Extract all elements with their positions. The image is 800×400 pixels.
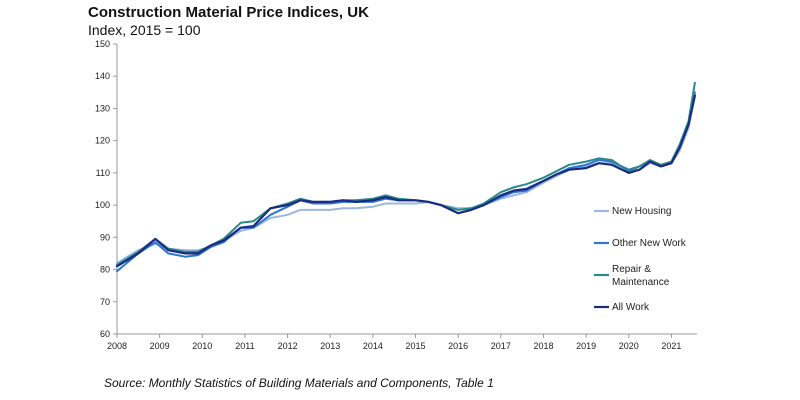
y-tick-label: 150 <box>95 39 110 49</box>
y-tick-label: 60 <box>100 329 110 339</box>
x-tick-label: 2021 <box>661 341 681 351</box>
y-tick-label: 100 <box>95 200 110 210</box>
chart-series-lines <box>115 81 697 273</box>
legend-label-repair-maintenance: Maintenance <box>612 277 670 288</box>
legend-label-repair-maintenance: Repair & <box>612 264 651 275</box>
x-tick-label: 2016 <box>448 341 468 351</box>
chart-subtitle: Index, 2015 = 100 <box>88 22 201 38</box>
chart-axes: 60 70 80 90 100 110 120 130 140 150 2008 2009 2010 20… <box>95 39 697 351</box>
x-tick-label: 2020 <box>619 341 639 351</box>
x-tick-label: 2018 <box>533 341 553 351</box>
chart-source-note: Source: Monthly Statistics of Building M… <box>104 376 494 390</box>
series-line-new-housing <box>116 94 696 265</box>
x-tick-label: 2012 <box>278 341 298 351</box>
y-tick-label: 130 <box>95 103 110 113</box>
x-tick-label: 2017 <box>491 341 511 351</box>
y-tick-label: 110 <box>96 168 110 178</box>
x-tick-label: 2009 <box>150 341 170 351</box>
y-tick-label: 80 <box>100 265 110 275</box>
y-tick-label: 120 <box>95 136 110 146</box>
y-tick-label: 90 <box>100 232 110 242</box>
legend-label-all-work: All Work <box>612 302 650 313</box>
chart-title: Construction Material Price Indices, UK <box>88 4 369 21</box>
series-line-other-new-work <box>116 91 696 273</box>
series-line-repair-maintenance <box>116 81 696 266</box>
legend-label-new-housing: New Housing <box>612 206 671 217</box>
series-line-all-work <box>115 94 697 268</box>
y-tick-label: 70 <box>100 297 110 307</box>
chart-legend: New Housing Other New Work Repair & Mainten… <box>594 206 687 313</box>
x-tick-label: 2015 <box>406 341 426 351</box>
x-tick-label: 2010 <box>192 341 212 351</box>
y-tick-label: 140 <box>95 71 110 81</box>
legend-label-other-new-work: Other New Work <box>612 238 687 249</box>
x-tick-label: 2019 <box>576 341 596 351</box>
x-tick-label: 2008 <box>107 341 127 351</box>
x-tick-label: 2014 <box>363 341 383 351</box>
x-tick-label: 2011 <box>235 341 254 351</box>
x-tick-label: 2013 <box>320 341 340 351</box>
